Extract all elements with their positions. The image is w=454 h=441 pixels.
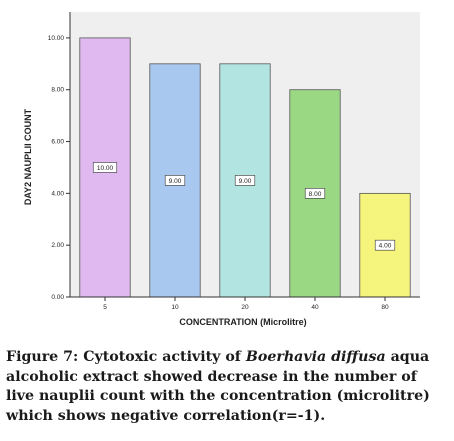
bar-chart: 10.00 9.00 9.00 8.00 4.00 0.00 2.00 4.00 6.00 8.…: [23, 12, 420, 327]
x-tick-label: 20: [241, 304, 249, 311]
y-tick-label: 4.00: [51, 190, 64, 197]
data-label-box: [92, 162, 118, 173]
x-axis-label: CONCENTRATION (Microlitre): [179, 317, 306, 327]
x-tick-label: 40: [311, 304, 319, 311]
caption-text-before: Cytotoxic activity of: [83, 349, 241, 365]
data-label-box: [234, 175, 256, 186]
caption-text-after: aqua alcoholic extract showed decrease i…: [6, 349, 430, 424]
x-tick-label: 10: [171, 304, 179, 311]
y-tick-label: 8.00: [51, 87, 64, 94]
data-label: 9.00: [169, 178, 182, 185]
bars-group: 10.00 9.00 9.00 8.00 4.00: [79, 37, 411, 298]
figure-caption: Figure 7: Cytotoxic activity of Boerhavi…: [6, 348, 446, 426]
y-tick-label: 0.00: [51, 294, 64, 301]
y-axis: 0.00 2.00 4.00 6.00 8.00 10.00: [48, 12, 71, 301]
data-label: 8.00: [309, 191, 322, 198]
data-label-box: [374, 239, 396, 251]
x-axis: 5 10 20 40 80: [70, 296, 420, 311]
caption-label: Figure 7:: [6, 349, 79, 365]
y-tick-label: 10.00: [48, 35, 65, 42]
x-tick-label: 80: [381, 304, 389, 311]
y-tick-label: 2.00: [51, 242, 64, 249]
data-label: 9.00: [239, 178, 252, 185]
data-label: 4.00: [379, 243, 392, 250]
data-label: 10.00: [97, 165, 114, 172]
data-label-box: [164, 175, 186, 186]
data-label-box: [304, 188, 326, 199]
y-tick-label: 6.00: [51, 139, 64, 146]
y-axis-label: DAY2 NAUPLII COUNT: [23, 108, 33, 205]
x-tick-label: 5: [103, 304, 107, 311]
caption-species: Boerhavia diffusa: [245, 349, 386, 365]
